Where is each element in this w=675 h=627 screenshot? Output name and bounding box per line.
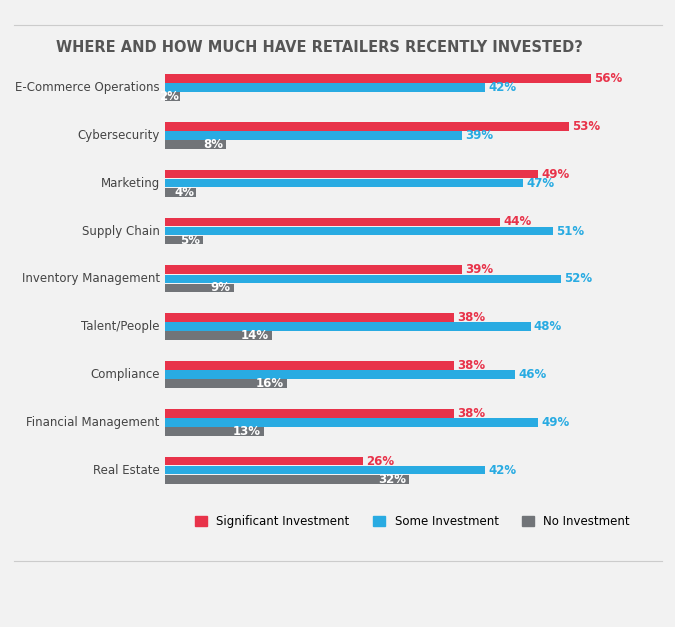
Bar	[165, 379, 287, 388]
Text: 53%: 53%	[572, 120, 600, 133]
Text: 32%: 32%	[378, 473, 406, 486]
Text: 9%: 9%	[211, 282, 231, 295]
Text: 47%: 47%	[526, 177, 554, 190]
Legend: Significant Investment, Some Investment, No Investment: Significant Investment, Some Investment,…	[189, 509, 636, 534]
Text: 39%: 39%	[465, 263, 493, 277]
Text: 39%: 39%	[465, 129, 493, 142]
Text: 48%: 48%	[534, 320, 562, 333]
Bar	[165, 475, 409, 483]
Text: WHERE AND HOW MUCH HAVE RETAILERS RECENTLY INVESTED?: WHERE AND HOW MUCH HAVE RETAILERS RECENT…	[56, 40, 583, 55]
Text: 51%: 51%	[556, 224, 585, 238]
Text: 38%: 38%	[458, 359, 485, 372]
Text: 49%: 49%	[541, 416, 570, 429]
Bar	[165, 418, 538, 426]
Bar	[165, 83, 485, 92]
Bar	[165, 283, 234, 292]
Bar	[165, 409, 454, 418]
Bar	[165, 179, 523, 187]
Bar	[165, 131, 462, 140]
Bar	[165, 140, 226, 149]
Text: 14%: 14%	[240, 329, 269, 342]
Bar	[165, 74, 591, 83]
Bar	[165, 275, 561, 283]
Bar	[165, 322, 531, 331]
Text: 26%: 26%	[366, 455, 394, 468]
Bar	[165, 236, 203, 245]
Bar	[165, 457, 363, 465]
Text: 52%: 52%	[564, 272, 592, 285]
Text: 56%: 56%	[595, 72, 623, 85]
Bar	[165, 427, 264, 436]
Text: 44%: 44%	[503, 216, 531, 228]
Text: 13%: 13%	[233, 425, 261, 438]
Bar	[165, 332, 272, 340]
Text: 16%: 16%	[256, 377, 284, 390]
Bar	[165, 218, 500, 226]
Bar	[165, 361, 454, 370]
Bar	[165, 265, 462, 274]
Bar	[165, 370, 515, 379]
Text: 2%: 2%	[159, 90, 179, 103]
Text: 4%: 4%	[174, 186, 194, 199]
Bar	[165, 466, 485, 475]
Text: 42%: 42%	[488, 81, 516, 94]
Text: 5%: 5%	[180, 234, 200, 246]
Text: 49%: 49%	[541, 167, 570, 181]
Text: 46%: 46%	[518, 368, 547, 381]
Text: 8%: 8%	[203, 138, 223, 151]
Bar	[165, 314, 454, 322]
Text: 42%: 42%	[488, 464, 516, 477]
Bar	[165, 227, 554, 235]
Bar	[165, 92, 180, 101]
Bar	[165, 188, 196, 197]
Bar	[165, 170, 538, 179]
Text: 38%: 38%	[458, 311, 485, 324]
Bar	[165, 122, 568, 130]
Text: 38%: 38%	[458, 407, 485, 419]
